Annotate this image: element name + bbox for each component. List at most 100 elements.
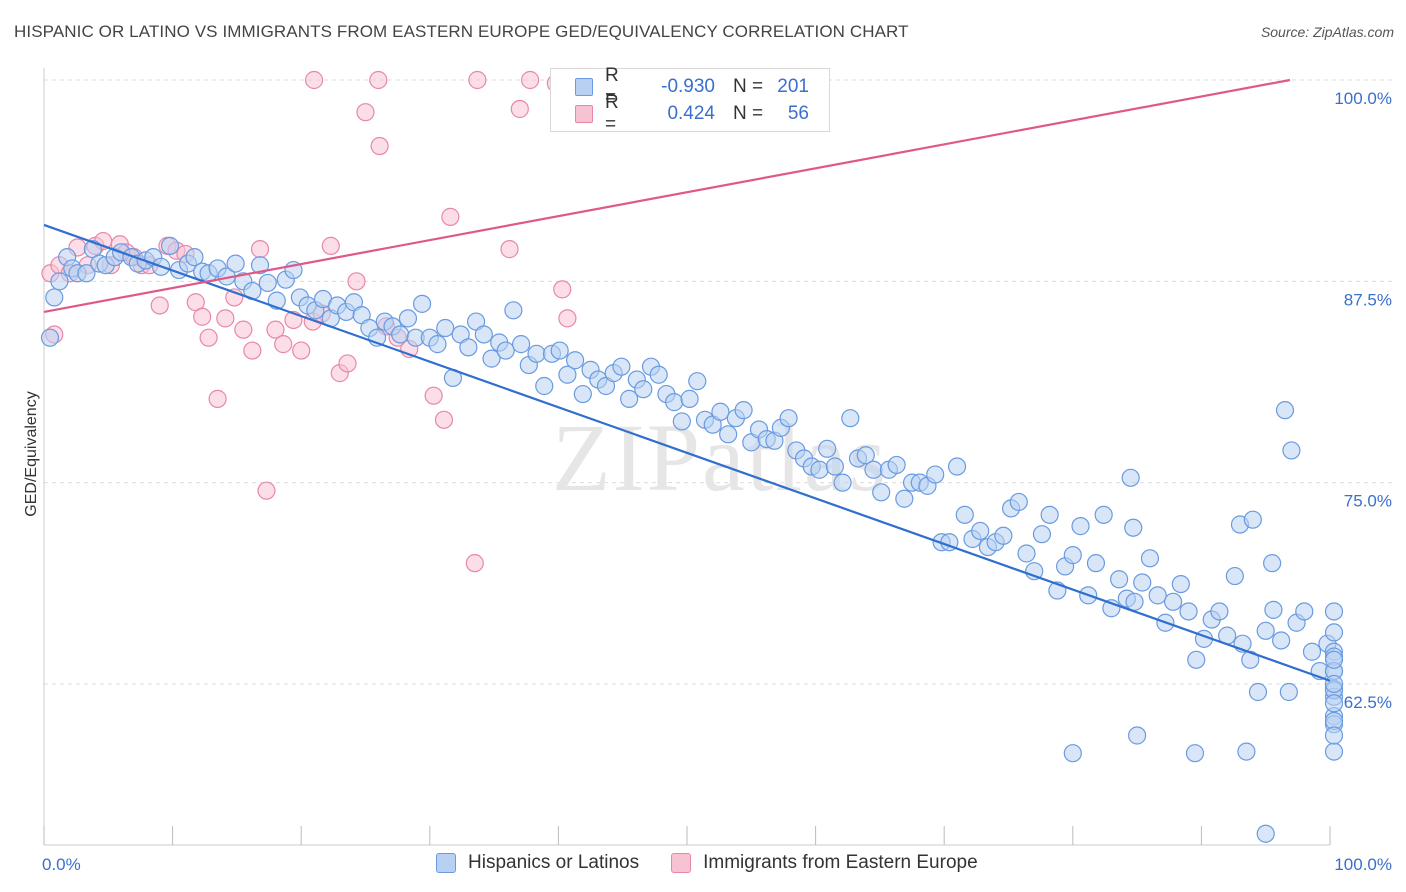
hispanics-point bbox=[872, 483, 891, 502]
hispanics-point bbox=[994, 526, 1013, 545]
hispanics-point bbox=[1324, 602, 1344, 621]
hispanics-point bbox=[1124, 518, 1143, 537]
hispanics-point bbox=[45, 288, 64, 307]
hispanics-point bbox=[856, 446, 875, 465]
hispanics-point bbox=[412, 294, 432, 313]
hispanics-trend-line bbox=[43, 223, 1331, 682]
hispanics-point bbox=[1071, 517, 1090, 536]
eastern-europe-point bbox=[356, 103, 375, 122]
hispanics-point bbox=[1179, 602, 1198, 621]
hispanics-point bbox=[50, 272, 69, 291]
eastern-europe-point bbox=[257, 481, 276, 500]
hispanics-point bbox=[1324, 674, 1344, 694]
legend-item-hispanics: Hispanics or Latinos bbox=[436, 852, 639, 874]
hispanics-point bbox=[1185, 744, 1205, 763]
eastern-europe-point bbox=[208, 389, 227, 408]
eastern-europe-point bbox=[150, 296, 169, 315]
hispanics-point bbox=[1063, 546, 1082, 565]
hispanics-point bbox=[482, 349, 501, 368]
hispanics-point bbox=[779, 409, 798, 428]
hispanics-point bbox=[1017, 544, 1036, 563]
eastern-europe-point bbox=[468, 70, 487, 90]
eastern-europe-point bbox=[321, 236, 340, 255]
hispanics-point bbox=[1121, 468, 1140, 487]
hispanics-point bbox=[1086, 554, 1106, 573]
series-legend: Hispanics or Latinos Immigrants from Eas… bbox=[436, 852, 1010, 874]
eastern-europe-point bbox=[193, 307, 212, 326]
eastern-europe-point bbox=[304, 70, 324, 90]
y-tick-label: 87.5% bbox=[1344, 290, 1392, 309]
hispanics-point bbox=[926, 465, 945, 484]
hispanics-point bbox=[527, 344, 546, 363]
eastern-europe-trend-line bbox=[43, 78, 1291, 313]
hispanics-point bbox=[1241, 650, 1260, 669]
hispanics-point bbox=[1225, 566, 1244, 586]
hispanics-point bbox=[634, 380, 653, 399]
eastern-europe-point bbox=[465, 554, 484, 573]
hispanics-point bbox=[1324, 623, 1344, 642]
hispanics-point bbox=[1248, 682, 1268, 702]
y-axis-label: GED/Equivalency bbox=[23, 391, 40, 516]
hispanics-point bbox=[680, 389, 699, 408]
hispanics-point bbox=[160, 236, 180, 255]
hispanics-point bbox=[398, 309, 418, 328]
tick-labels: 62.5% 75.0% 87.5% 100.0% 0.0% 100.0% bbox=[42, 89, 1392, 874]
eastern-europe-point bbox=[338, 354, 357, 373]
trend-lines bbox=[43, 78, 1331, 682]
hispanics-point bbox=[955, 505, 974, 524]
legend-r-label: R = bbox=[605, 92, 619, 135]
eastern-europe-point bbox=[369, 70, 388, 90]
hispanics-point bbox=[40, 328, 60, 347]
hispanics-point bbox=[620, 389, 639, 408]
hispanics-point bbox=[665, 393, 684, 412]
hispanics-latinos-points bbox=[40, 236, 1344, 843]
y-tick-label: 100.0% bbox=[1334, 89, 1392, 108]
hispanics-point bbox=[971, 521, 990, 541]
hispanics-point bbox=[1063, 744, 1082, 763]
hispanics-point bbox=[1324, 650, 1344, 669]
hispanics-point bbox=[1295, 602, 1314, 621]
hispanics-point bbox=[258, 273, 277, 293]
hispanics-point bbox=[895, 489, 914, 508]
hispanics-point bbox=[550, 341, 569, 360]
hispanics-point bbox=[1324, 726, 1344, 745]
hispanics-point bbox=[1275, 401, 1295, 420]
legend-swatch-pink bbox=[671, 853, 692, 873]
legend-r-value: 0.424 bbox=[667, 103, 715, 124]
hispanics-point bbox=[1094, 505, 1113, 524]
hispanics-point bbox=[841, 409, 860, 428]
legend-item-eastern-europe: Immigrants from Eastern Europe bbox=[671, 852, 978, 874]
hispanics-point bbox=[688, 372, 707, 391]
hispanics-point bbox=[1302, 642, 1322, 661]
hispanics-point bbox=[226, 254, 245, 273]
hispanics-point bbox=[1282, 441, 1301, 460]
hispanics-point bbox=[947, 457, 967, 476]
eastern-europe-point bbox=[292, 341, 311, 360]
hispanics-point bbox=[864, 460, 883, 479]
hispanics-point bbox=[833, 473, 852, 492]
hispanics-point bbox=[1133, 573, 1152, 592]
hispanics-point bbox=[573, 384, 592, 404]
hispanics-point bbox=[1210, 602, 1229, 621]
hispanics-point bbox=[1256, 824, 1275, 843]
hispanics-point bbox=[459, 338, 478, 357]
hispanics-point bbox=[566, 351, 585, 370]
legend-n-label: N = bbox=[733, 76, 764, 97]
hispanics-point bbox=[496, 341, 515, 360]
hispanics-point bbox=[250, 256, 270, 275]
hispanics-point bbox=[825, 457, 844, 476]
legend-row-hispanics: R = -0.930 N = 201 bbox=[575, 65, 809, 108]
eastern-europe-point bbox=[199, 328, 218, 347]
legend-n-value: 201 bbox=[777, 76, 809, 97]
hispanics-point bbox=[1164, 592, 1183, 611]
legend-row-eastern-europe: R = 0.424 N = 56 bbox=[575, 92, 809, 135]
grid-layer bbox=[44, 79, 1392, 685]
hispanics-point bbox=[711, 402, 730, 421]
eastern-europe-point bbox=[500, 240, 519, 259]
hispanics-point bbox=[1279, 682, 1298, 702]
hispanics-point bbox=[1263, 554, 1282, 573]
hispanics-point bbox=[535, 376, 554, 396]
hispanics-point bbox=[428, 335, 447, 354]
legend-n-value: 56 bbox=[787, 103, 809, 124]
